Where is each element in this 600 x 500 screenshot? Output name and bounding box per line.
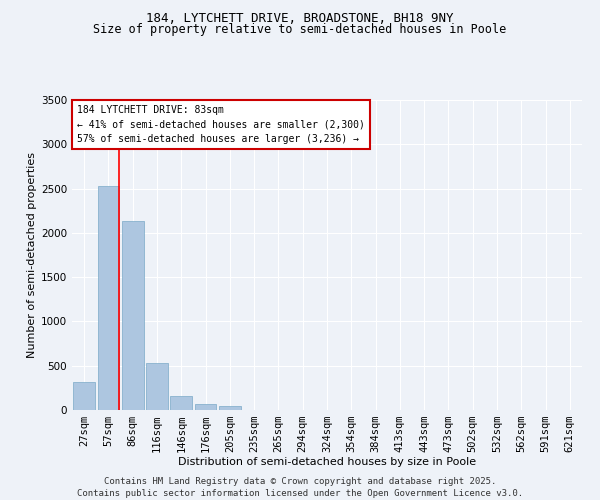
Bar — [170, 396, 192, 410]
Bar — [73, 382, 95, 410]
Bar — [194, 404, 217, 410]
Bar — [122, 222, 143, 410]
Text: Size of property relative to semi-detached houses in Poole: Size of property relative to semi-detach… — [94, 22, 506, 36]
Bar — [146, 363, 168, 410]
Text: 184 LYTCHETT DRIVE: 83sqm
← 41% of semi-detached houses are smaller (2,300)
57% : 184 LYTCHETT DRIVE: 83sqm ← 41% of semi-… — [77, 104, 365, 144]
X-axis label: Distribution of semi-detached houses by size in Poole: Distribution of semi-detached houses by … — [178, 456, 476, 466]
Bar — [97, 186, 119, 410]
Y-axis label: Number of semi-detached properties: Number of semi-detached properties — [27, 152, 37, 358]
Text: 184, LYTCHETT DRIVE, BROADSTONE, BH18 9NY: 184, LYTCHETT DRIVE, BROADSTONE, BH18 9N… — [146, 12, 454, 26]
Text: Contains HM Land Registry data © Crown copyright and database right 2025.
Contai: Contains HM Land Registry data © Crown c… — [77, 476, 523, 498]
Bar — [219, 406, 241, 410]
